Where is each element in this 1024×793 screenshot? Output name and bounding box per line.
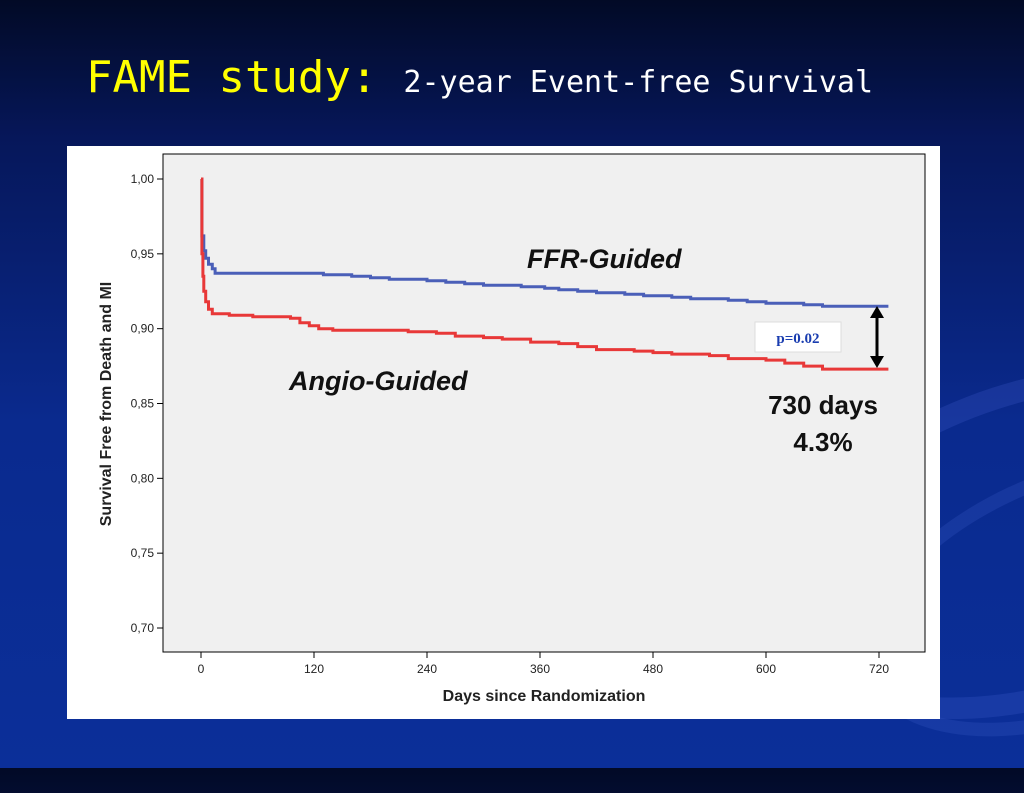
slide-title: FAME study: 2-year Event-free Survival (86, 52, 873, 103)
difference-annotation: 4.3% (793, 427, 852, 457)
series-line-ffr-guided (200, 177, 889, 308)
series-layer (200, 177, 889, 371)
y-tick-label: 0,85 (131, 397, 155, 411)
p-value-text: p=0.02 (776, 331, 819, 347)
x-tick-label: 720 (869, 662, 889, 676)
y-tick-label: 0,90 (131, 322, 155, 336)
y-tick-label: 0,75 (131, 546, 155, 560)
p-value-box (754, 321, 842, 353)
y-tick-label: 0,80 (131, 471, 155, 485)
days-annotation: 730 days (768, 390, 878, 420)
slide-title-main: FAME study: (86, 52, 378, 103)
x-axis: 0 120 240 360 480 600 720 (198, 652, 889, 676)
series-line-angio-guided (200, 177, 889, 371)
x-tick-label: 480 (643, 662, 663, 676)
plot-area (162, 153, 926, 653)
x-tick-label: 360 (530, 662, 550, 676)
x-tick-label: 0 (198, 662, 205, 676)
ffr-guided-label: FFR-Guided (527, 244, 682, 274)
survival-chart: 0,70 0,75 0,80 0,85 0,90 0,95 1,00 0 120 240 360 4… (98, 153, 926, 705)
y-axis: 0,70 0,75 0,80 0,85 0,90 0,95 1,00 (131, 172, 163, 635)
y-axis-title: Survival Free from Death and MI (98, 282, 115, 527)
x-tick-label: 240 (417, 662, 437, 676)
x-tick-label: 120 (304, 662, 324, 676)
y-tick-label: 1,00 (131, 172, 155, 186)
angio-guided-label: Angio-Guided (288, 366, 468, 396)
y-tick-label: 0,70 (131, 621, 155, 635)
x-axis-title: Days since Randomization (443, 688, 646, 705)
slide-title-sub: 2-year Event-free Survival (403, 65, 874, 100)
y-tick-label: 0,95 (131, 247, 155, 261)
difference-arrow (870, 306, 884, 368)
x-tick-label: 600 (756, 662, 776, 676)
chart-panel: 0,70 0,75 0,80 0,85 0,90 0,95 1,00 0 120 240 360 4… (67, 146, 940, 719)
